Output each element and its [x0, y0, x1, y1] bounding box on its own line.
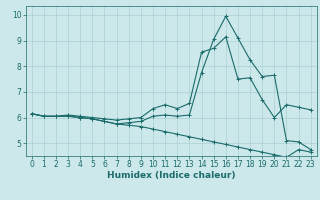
X-axis label: Humidex (Indice chaleur): Humidex (Indice chaleur)	[107, 171, 236, 180]
